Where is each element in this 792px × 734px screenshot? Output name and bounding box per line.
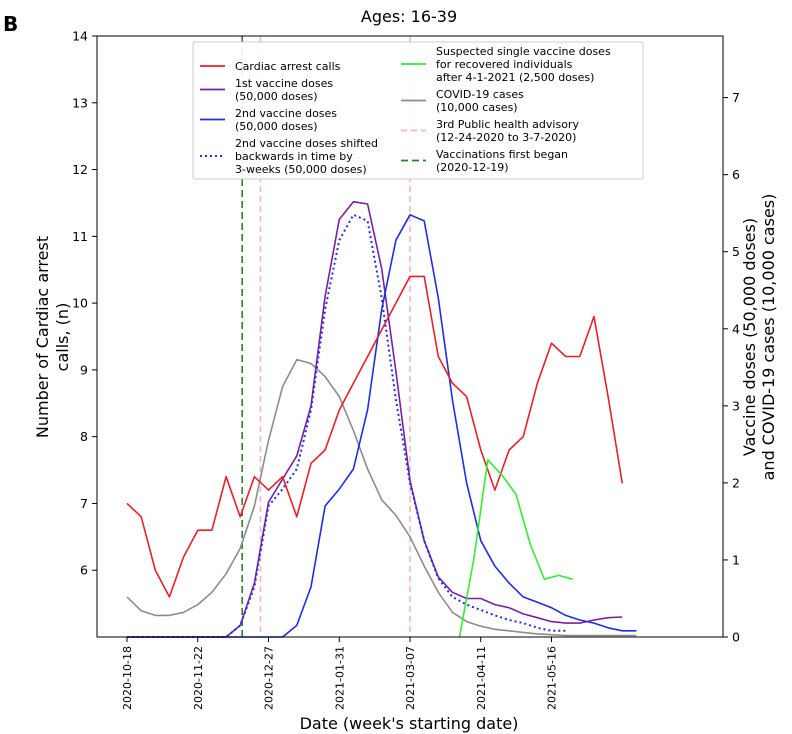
legend-label: 2nd vaccine doses shifted [235, 137, 378, 150]
legend-label: (50,000 doses) [235, 120, 318, 133]
legend-label: 2nd vaccine doses [235, 107, 337, 120]
left-tick-label: 8 [80, 429, 88, 444]
y-axis-left-label-line-2: calls, (n) [53, 303, 72, 372]
left-tick-label: 14 [72, 29, 88, 44]
right-tick-label: 0 [732, 630, 740, 645]
left-tick-label: 13 [72, 95, 88, 110]
x-tick-label: 2021-04-11 [475, 646, 488, 710]
x-tick-label: 2021-01-31 [333, 646, 346, 710]
left-tick-label: 10 [72, 296, 88, 311]
legend-label: 3-weeks (50,000 doses) [235, 163, 367, 176]
right-tick-label: 4 [732, 321, 740, 336]
right-tick-label: 3 [732, 398, 740, 413]
legend-label: for recovered individuals [436, 58, 573, 71]
right-tick-label: 7 [732, 90, 740, 105]
left-tick-label: 12 [72, 162, 88, 177]
x-axis: 2020-10-18 2020-11-22 2020-12-27 2021-01-31… [121, 637, 559, 710]
y-axis-right-label-line-1: Vaccine doses (50,000 doses) [740, 218, 759, 456]
legend-label: Suspected single vaccine doses [436, 45, 611, 58]
legend-label: Cardiac arrest calls [235, 60, 341, 73]
x-tick-label: 2021-05-16 [546, 646, 559, 710]
series-line-3 [127, 213, 566, 638]
legend-label: (12-24-2020 to 3-7-2020) [436, 131, 576, 144]
legend-label: 1st vaccine doses [235, 77, 333, 90]
legend-label: (10,000 cases) [436, 101, 518, 114]
left-tick-label: 9 [80, 362, 88, 377]
y-axis-right-label-line-2: and COVID-19 cases (10,000 cases) [759, 194, 778, 481]
left-tick-label: 11 [72, 229, 88, 244]
right-tick-label: 5 [732, 244, 740, 259]
right-tick-label: 2 [732, 475, 740, 490]
chart-title: Ages: 16-39 [361, 7, 457, 26]
legend-label: (2020-12-19) [436, 161, 509, 174]
right-tick-label: 1 [732, 552, 740, 567]
legend-label: COVID-19 cases [436, 88, 524, 101]
x-axis-label: Date (week's starting date) [300, 714, 519, 733]
left-tick-label: 7 [80, 496, 88, 511]
legend-box [192, 41, 644, 180]
right-tick-label: 6 [732, 167, 740, 182]
left-y-axis: 6 7 8 9 10 11 12 13 14 [72, 29, 97, 578]
series-line-0 [126, 358, 637, 637]
left-tick-label: 6 [80, 563, 88, 578]
series-line-4 [126, 275, 624, 598]
series-lines [126, 200, 637, 638]
x-tick-label: 2020-12-27 [263, 646, 276, 710]
x-tick-label: 2021-03-07 [404, 646, 417, 710]
y-axis-left-label-line-1: Number of Cardiac arrest [33, 236, 52, 438]
right-y-axis: 0 1 2 3 4 5 6 7 [723, 90, 740, 645]
legend-label: Vaccinations first began [436, 148, 568, 161]
series-line-5 [458, 458, 573, 638]
x-tick-label: 2020-11-22 [192, 646, 205, 710]
legend-label: backwards in time by [235, 150, 353, 163]
legend-label: 3rd Public health advisory [436, 118, 579, 131]
panel-label: B [3, 12, 18, 36]
x-tick-label: 2020-10-18 [121, 646, 134, 710]
legend-label: (50,000 doses) [235, 90, 318, 103]
legend-label: after 4-1-2021 (2,500 doses) [436, 71, 594, 84]
